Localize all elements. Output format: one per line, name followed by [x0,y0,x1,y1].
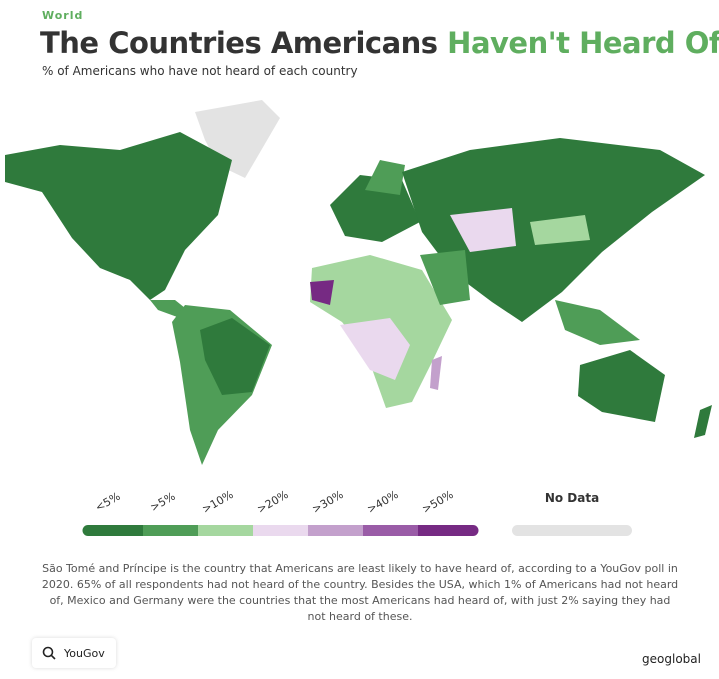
source: YouGov [64,646,105,660]
description: São Tomé and Príncipe is the country tha… [41,562,679,623]
map [5,100,712,465]
southeast-asia [555,300,640,345]
brand: geoglobal [642,652,701,666]
central-asia [450,208,516,252]
australia [578,350,665,422]
brazil [200,318,270,395]
new-zealand [694,405,712,438]
title-main: The Countries Americans [40,26,438,60]
kicker: World [42,9,84,22]
mauritania [310,280,334,305]
subtitle: % of Americans who have not heard of eac… [42,64,358,78]
source-badge: YouGov [32,638,116,668]
mongolia [530,215,590,245]
middle-east [420,250,470,305]
scandinavia [365,160,405,195]
north-america [5,132,232,300]
search-icon [42,646,56,660]
title: The Countries Americans Haven't Heard Of [40,26,719,60]
madagascar [430,356,442,390]
central-africa [340,318,410,380]
title-highlight: Haven't Heard Of [447,26,719,60]
